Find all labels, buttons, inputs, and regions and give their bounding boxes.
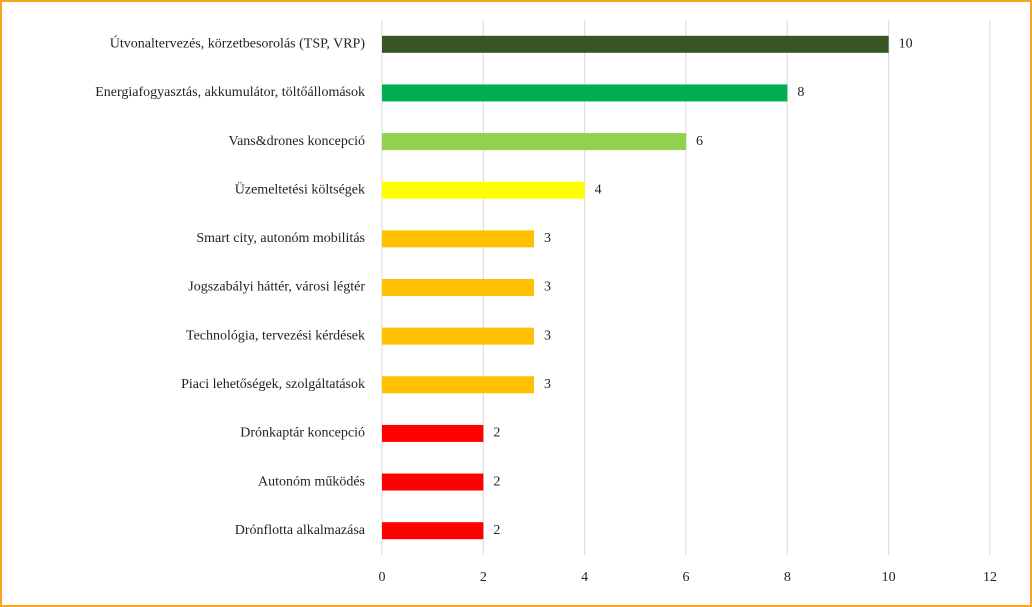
- value-label: 8: [797, 85, 804, 100]
- y-tick-label: Drónkaptár koncepció: [240, 426, 365, 441]
- y-tick-label: Üzemeltetési költségek: [235, 180, 365, 197]
- y-tick-label: Autonóm működés: [258, 474, 365, 489]
- bar: [382, 473, 484, 491]
- x-tick-label: 4: [581, 570, 588, 585]
- bar: [382, 133, 686, 151]
- x-tick-label: 10: [882, 570, 896, 585]
- y-tick-label: Technológia, tervezési kérdések: [186, 328, 365, 343]
- bar: [382, 376, 534, 394]
- value-label: 2: [493, 426, 500, 441]
- value-label: 3: [544, 377, 551, 392]
- bar: [382, 327, 534, 345]
- y-tick-label: Jogszabályi háttér, városi légtér: [188, 280, 365, 295]
- bar: [382, 279, 534, 296]
- bar: [382, 84, 788, 102]
- y-tick-label: Energiafogyasztás, akkumulátor, töltőáll…: [95, 85, 365, 100]
- bar: [382, 181, 585, 199]
- y-tick-label: Smart city, autonóm mobilitás: [196, 231, 365, 246]
- bar: [382, 424, 484, 442]
- value-label: 2: [493, 523, 500, 538]
- y-tick-label: Útvonaltervezés, körzetbesorolás (TSP, V…: [110, 35, 366, 52]
- x-tick-label: 2: [480, 570, 487, 585]
- value-label: 6: [696, 134, 703, 149]
- value-label: 2: [493, 474, 500, 489]
- bar: [382, 35, 889, 53]
- bar: [382, 522, 484, 540]
- value-label: 4: [595, 182, 602, 197]
- bar: [382, 230, 534, 248]
- y-tick-label: Vans&drones koncepció: [229, 134, 365, 149]
- value-label: 10: [899, 37, 913, 52]
- value-label: 3: [544, 328, 551, 343]
- x-tick-label: 8: [784, 570, 791, 585]
- y-tick-label: Drónflotta alkalmazása: [235, 523, 366, 538]
- x-tick-label: 0: [379, 570, 386, 585]
- value-label: 3: [544, 231, 551, 246]
- x-tick-label: 6: [683, 570, 690, 585]
- y-tick-label: Piaci lehetőségek, szolgáltatások: [181, 377, 365, 392]
- x-tick-label: 12: [983, 570, 997, 585]
- value-label: 3: [544, 280, 551, 295]
